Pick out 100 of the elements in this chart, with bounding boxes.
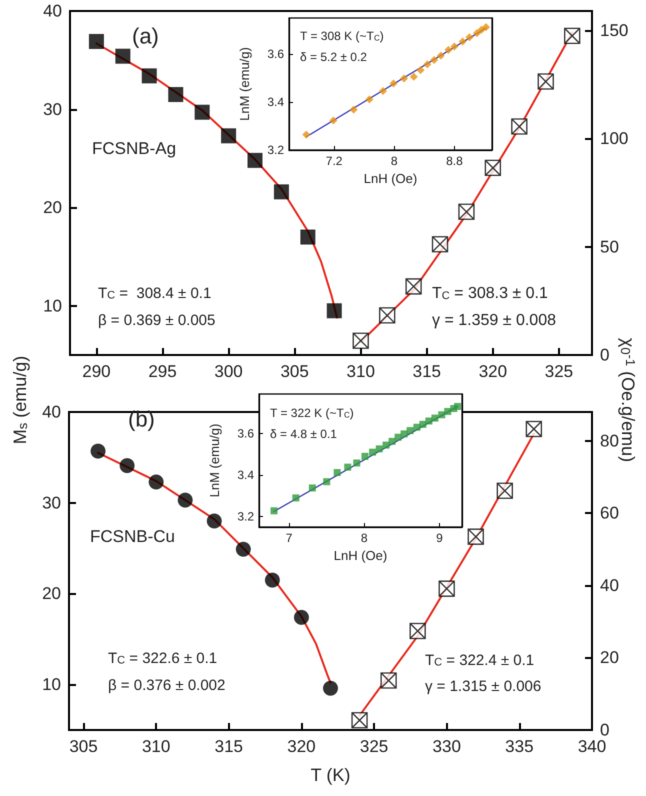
point (178, 492, 193, 508)
point (302, 130, 310, 139)
y-tick-label: 20 (42, 584, 61, 604)
y-axis-title: LnM (emu/g) (237, 47, 252, 121)
point (379, 307, 396, 324)
x-tick-label: 7.2 (326, 154, 343, 168)
point (206, 514, 222, 529)
point (115, 48, 130, 64)
x-tick-label: 8 (360, 531, 368, 545)
point (90, 444, 106, 459)
point (444, 408, 452, 415)
x-tick-label: 9 (436, 531, 444, 545)
y2-tick-label: 0 (600, 720, 610, 740)
point (236, 542, 251, 557)
y-tick-label: 3.6 (237, 426, 254, 440)
point (465, 33, 474, 42)
point (400, 430, 408, 438)
y-tick-label: 30 (43, 100, 62, 119)
point (388, 438, 396, 445)
y-tick-label: 3.4 (267, 95, 284, 109)
y2-tick-label: 20 (600, 648, 619, 668)
point (382, 442, 390, 449)
point (120, 458, 135, 474)
annotation: δ = 4.8 ± 0.1 (270, 426, 338, 441)
point (142, 68, 157, 84)
point (444, 46, 452, 54)
point (431, 414, 438, 422)
point (438, 580, 455, 597)
annotation: (b) (128, 406, 155, 432)
point (400, 74, 408, 82)
annotation: FCSNB-Cu (90, 526, 176, 546)
annotation: (a) (132, 23, 159, 48)
x-axis-title: T (K) (310, 765, 350, 785)
annotation: β = 0.369 ± 0.005 (98, 312, 216, 329)
annotation: γ = 1.359 ± 0.008 (432, 312, 556, 329)
x-axis-title: LnH (Oe) (364, 171, 418, 186)
point (419, 420, 426, 428)
x-tick-label: 340 (578, 737, 606, 756)
annotation: T = 308 K (~TC) (300, 28, 384, 43)
point (376, 445, 383, 452)
y-axis-title: LnM (emu/g) (207, 424, 222, 498)
point (248, 152, 263, 168)
point (350, 106, 358, 114)
x-tick-label: 320 (478, 362, 508, 381)
x-tick-label: 315 (412, 362, 441, 381)
y2-tick-label: 0 (600, 346, 610, 364)
point (148, 474, 164, 490)
point (496, 482, 513, 499)
y-tick-label: 3.4 (237, 468, 254, 482)
y-tick-label: 10 (42, 675, 61, 694)
annotation: δ = 5.2 ± 0.2 (300, 50, 368, 64)
x-tick-label: 8 (390, 154, 398, 168)
y-tick-label: 40 (42, 402, 61, 422)
point (351, 712, 368, 728)
annotation: T = 322 K (~TC) (270, 406, 354, 420)
point (458, 38, 467, 46)
point (438, 411, 446, 418)
y-tick-label: 3.2 (237, 510, 254, 524)
x-tick-label: 310 (142, 737, 170, 756)
point (468, 528, 484, 545)
annotation: γ = 1.315 ± 0.006 (425, 678, 542, 695)
point (362, 452, 369, 460)
annotation: TC = 308.4 ± 0.1 (98, 285, 212, 302)
y-tick-label: 10 (43, 296, 62, 316)
point (511, 118, 528, 135)
y-tick-label: 3.2 (267, 143, 284, 157)
point (334, 469, 341, 476)
y2-tick-label: 150 (600, 20, 628, 40)
point (378, 86, 387, 95)
y-tick-label: 3.6 (267, 47, 284, 61)
point (274, 184, 289, 200)
point (300, 230, 316, 245)
x-tick-label: 320 (287, 737, 316, 756)
x-tick-label: 315 (214, 737, 243, 756)
x-axis-title: LnH (Oe) (334, 548, 388, 563)
point (526, 420, 542, 438)
point (458, 204, 475, 220)
point (308, 484, 316, 492)
x-tick-label: 325 (360, 737, 388, 756)
y-tick-label: 20 (43, 198, 62, 218)
point (294, 610, 309, 625)
x-tick-label: 295 (148, 362, 177, 381)
point (436, 52, 445, 60)
annotation: TC = 308.3 ± 0.1 (432, 284, 548, 302)
y-tick-label: 40 (43, 2, 62, 20)
point (430, 56, 438, 64)
point (410, 72, 418, 81)
y-tick-label: 30 (42, 493, 61, 512)
annotation: TC = 322.4 ± 0.1 (425, 652, 534, 669)
y-axis-title: Ms (emu/g) (10, 356, 30, 444)
point (394, 434, 402, 441)
x-tick-label: 325 (544, 362, 574, 381)
x-tick-label: 8.8 (446, 154, 464, 168)
point (380, 672, 397, 689)
point (329, 116, 338, 124)
x-tick-label: 335 (505, 737, 534, 756)
point (425, 418, 432, 425)
point (292, 494, 300, 502)
point (352, 332, 369, 349)
point (416, 66, 425, 74)
